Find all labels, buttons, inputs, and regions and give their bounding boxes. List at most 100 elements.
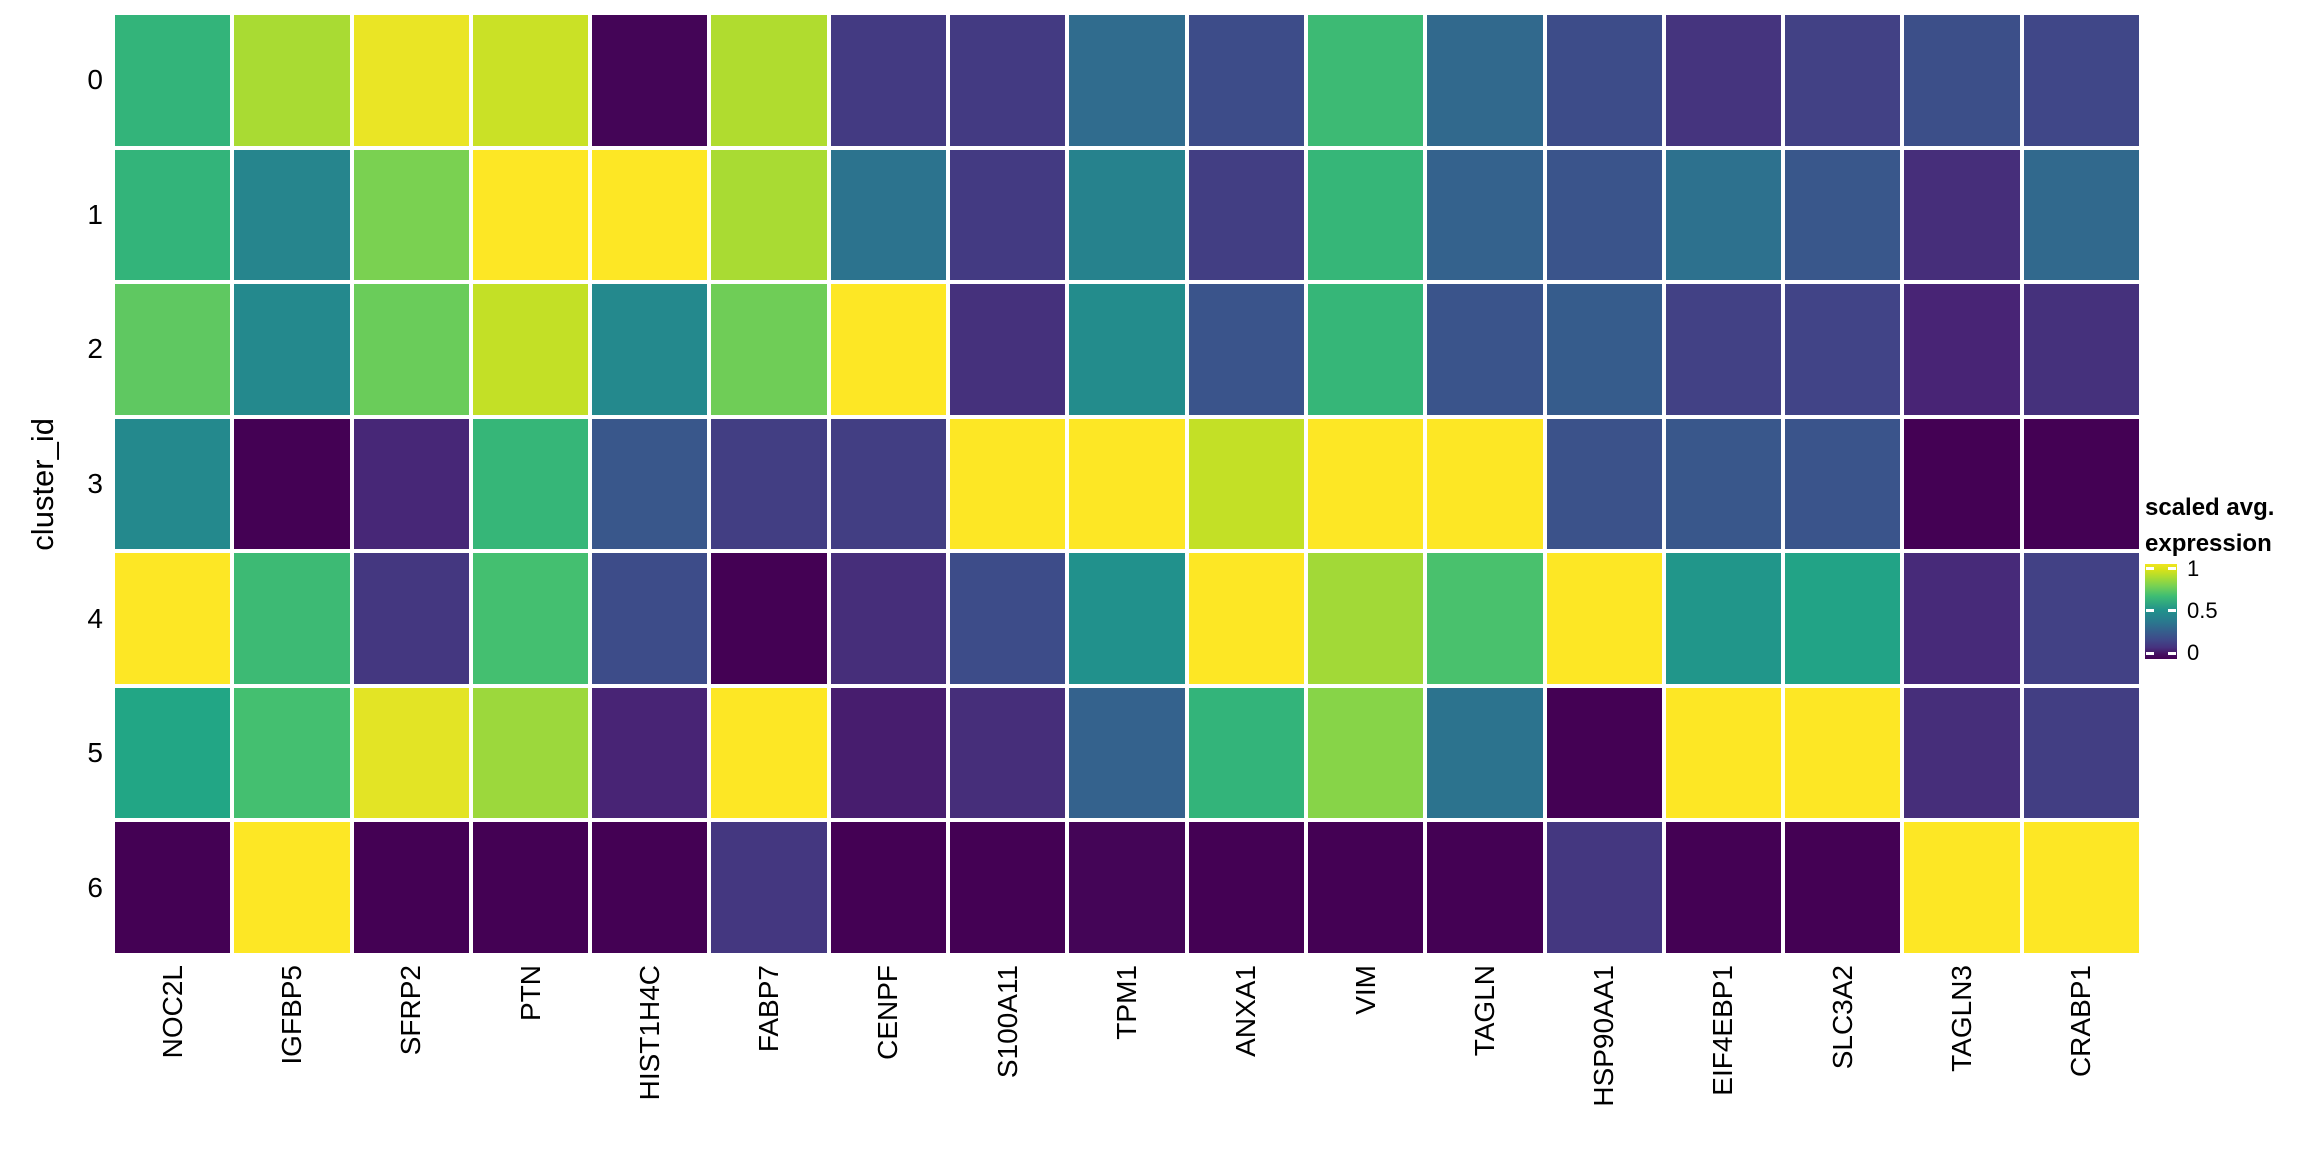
legend-tick-dash [2168,567,2176,571]
heatmap-cell [234,822,350,953]
heatmap-cell [830,687,947,819]
x-tick-label: FABP7 [753,965,785,1053]
heatmap-cell [1069,15,1185,146]
heatmap-cell [1069,418,1185,550]
heatmap-cell [592,15,708,146]
x-tick: TAGLN [1427,965,1542,1150]
heatmap-cell [1069,687,1185,819]
x-tick: CENPF [831,965,946,1150]
heatmap-cell [353,284,469,415]
heatmap-cell [1785,418,1901,550]
heatmap-cell [1307,15,1424,146]
x-tick-label: HIST1H4C [633,965,665,1101]
heatmap-cell [830,149,947,281]
heatmap-cell [1427,149,1543,281]
x-tick-label: CRABP1 [2065,965,2097,1078]
y-tick-label: 1 [87,198,103,230]
heatmap-cell [115,553,231,684]
heatmap-cell [830,15,947,146]
legend-tick-label: 0.5 [2187,597,2218,623]
heatmap-cell [2023,553,2139,684]
heatmap-cell [472,418,589,550]
heatmap-cell [711,822,827,953]
heatmap-cell [115,822,231,953]
legend-tick-dash [2146,609,2154,613]
heatmap-cell [1546,15,1662,146]
heatmap-cell [1665,149,1782,281]
heatmap-cell [950,284,1066,415]
x-tick: ANXA1 [1189,965,1304,1150]
heatmap-cell [1307,284,1424,415]
heatmap-cell [592,822,708,953]
heatmap-cell [1665,15,1782,146]
x-tick-label: HSP90AA1 [1588,965,1620,1107]
heatmap-cell [830,284,947,415]
x-tick: TAGLN3 [1904,965,2019,1150]
x-tick: CRABP1 [2024,965,2139,1150]
heatmap-cell [234,553,350,684]
legend-colorbar [2145,564,2177,659]
x-tick-label: EIF4EBP1 [1707,965,1739,1096]
x-tick: NOC2L [115,965,230,1150]
heatmap-cell [115,149,231,281]
x-tick-label: TAGLN3 [1946,965,1978,1072]
heatmap-cell [592,687,708,819]
heatmap-cell [711,15,827,146]
heatmap-cell [353,149,469,281]
x-tick-label: IGFBP5 [275,965,307,1065]
heatmap-cell [1188,418,1304,550]
y-tick-label: 6 [87,871,103,903]
heatmap-cell [1904,149,2020,281]
heatmap-cell [1307,149,1424,281]
heatmap-cell [1188,149,1304,281]
heatmap-cell [1785,687,1901,819]
x-tick: FABP7 [711,965,826,1150]
x-tick-label: S100A11 [991,965,1023,1079]
heatmap-cell [1427,284,1543,415]
heatmap-cell [1427,822,1543,953]
heatmap-cell [592,418,708,550]
heatmap-cell [1546,553,1662,684]
heatmap-cell [830,822,947,953]
x-tick-label: SLC3A2 [1826,965,1858,1070]
y-tick-label: 4 [87,602,103,634]
heatmap-cell [234,15,350,146]
heatmap-cell [711,418,827,550]
y-axis-tick-labels: 0 1 2 3 4 5 6 [0,15,103,953]
heatmap-cell [1188,15,1304,146]
heatmap-cell [1188,284,1304,415]
heatmap-cell [592,149,708,281]
heatmap-cell [1785,822,1901,953]
x-tick: VIM [1308,965,1423,1150]
legend-tick-label: 1 [2187,555,2200,581]
heatmap-cell [472,284,589,415]
heatmap-cell [353,822,469,953]
legend-tick-dash [2146,567,2154,571]
heatmap-cell [950,15,1066,146]
heatmap-cell [1307,553,1424,684]
legend-body: 1 0.5 0 [2145,556,2303,665]
heatmap-cell [234,418,350,550]
heatmap-cell [950,687,1066,819]
y-tick-label: 5 [87,737,103,769]
heatmap-cell [472,687,589,819]
heatmap-cell [234,687,350,819]
heatmap-cell [115,15,231,146]
heatmap-cell [830,418,947,550]
heatmap-cell [1307,822,1424,953]
heatmap-cell [1188,553,1304,684]
heatmap-cell [353,553,469,684]
heatmap-cell [2023,149,2139,281]
x-tick-label: CENPF [872,965,904,1060]
heatmap-cell [1307,418,1424,550]
x-tick: PTN [473,965,588,1150]
legend-title-line1: scaled avg. [2145,494,2275,521]
x-tick-label: ANXA1 [1230,965,1262,1057]
heatmap-cell [1665,418,1782,550]
heatmap-cell [1904,284,2020,415]
x-tick: IGFBP5 [234,965,349,1150]
heatmap-cell [472,15,589,146]
heatmap-cell [1069,553,1185,684]
heatmap-cell [1665,284,1782,415]
